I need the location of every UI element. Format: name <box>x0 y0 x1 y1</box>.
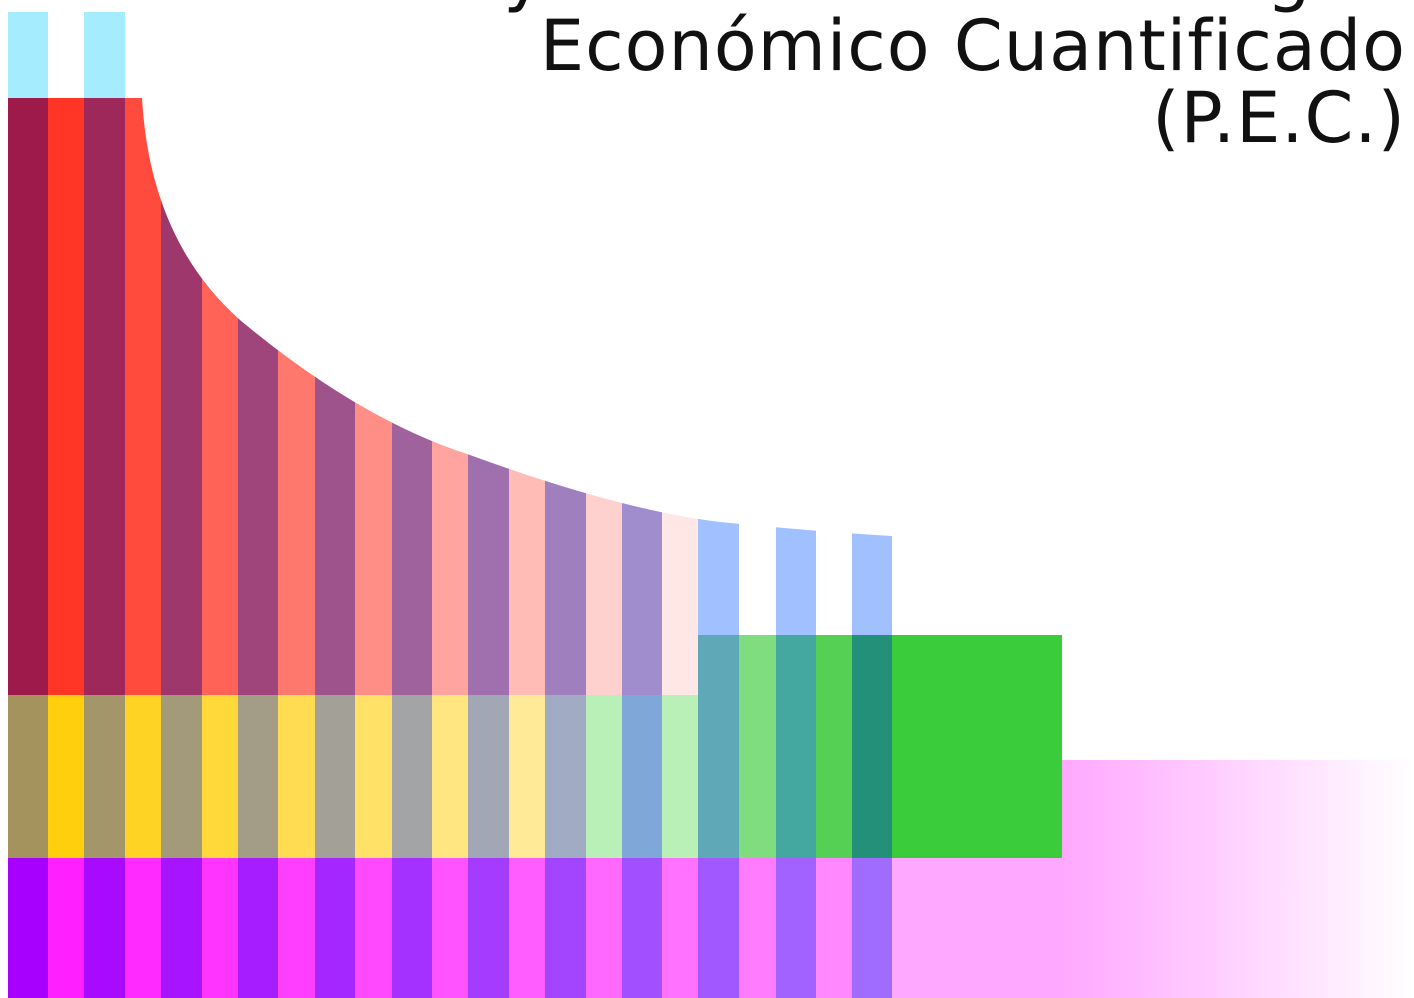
upper-stripe <box>315 98 355 695</box>
upper-stripe <box>662 98 698 695</box>
upper-stripe <box>355 98 392 695</box>
upper-stripe <box>238 98 278 695</box>
upper-stripe <box>468 98 509 695</box>
middle-stripe <box>468 695 509 858</box>
middle-stripe <box>392 695 432 858</box>
upper-stripe <box>278 98 315 695</box>
upper-stripe <box>432 98 468 695</box>
upper-stripe <box>125 98 161 695</box>
bottom-stripe <box>315 858 355 998</box>
middle-stripe <box>315 695 355 858</box>
upper-stripe <box>816 98 852 635</box>
upper-stripe <box>622 98 662 695</box>
upper-stripe <box>739 98 776 635</box>
upper-stripe <box>48 98 84 695</box>
title-line-1: Proyecto de Estudio Integral <box>389 0 1406 10</box>
upper-stripe <box>84 98 125 695</box>
bottom-stripe <box>84 858 125 998</box>
middle-stripe <box>509 695 545 858</box>
cyan-tab <box>84 12 125 98</box>
bottom-stripe <box>392 858 432 998</box>
green-stripe <box>816 635 852 858</box>
green-stripe <box>739 635 776 858</box>
upper-stripe <box>586 98 622 695</box>
middle-stripe <box>125 695 161 858</box>
upper-stripe <box>8 98 48 695</box>
pink-fade-band-inner <box>892 858 1062 998</box>
middle-stripe <box>238 695 278 858</box>
middle-stripe <box>545 695 586 858</box>
middle-stripe <box>586 695 622 858</box>
page-title: Proyecto de Estudio Integral Económico C… <box>389 0 1406 154</box>
bottom-stripe <box>278 858 315 998</box>
bottom-stripe <box>202 858 238 998</box>
middle-stripe <box>161 695 202 858</box>
upper-stripe <box>161 98 202 695</box>
cyan-tab <box>8 12 48 98</box>
middle-stripe <box>622 695 662 858</box>
green-block <box>892 635 1062 858</box>
middle-stripe <box>355 695 392 858</box>
upper-stripe <box>852 98 892 635</box>
upper-stripe <box>202 98 238 695</box>
bottom-stripe <box>468 858 509 998</box>
middle-stripe <box>84 695 125 858</box>
bottom-stripe <box>586 858 622 998</box>
bottom-stripe <box>852 858 892 998</box>
bottom-stripe <box>161 858 202 998</box>
bottom-stripe <box>622 858 662 998</box>
middle-stripe <box>662 695 698 858</box>
bottom-stripe <box>238 858 278 998</box>
middle-stripe <box>278 695 315 858</box>
pink-fade-band <box>1062 760 1414 998</box>
bottom-stripe <box>739 858 776 998</box>
bottom-stripe <box>698 858 739 998</box>
green-stripe <box>698 635 739 858</box>
upper-stripe <box>392 98 432 695</box>
bottom-stripe <box>545 858 586 998</box>
title-line-3: (P.E.C.) <box>1152 77 1406 159</box>
green-stripe <box>776 635 816 858</box>
bottom-stripe <box>355 858 392 998</box>
middle-stripe <box>202 695 238 858</box>
bottom-stripe <box>662 858 698 998</box>
bottom-stripe <box>776 858 816 998</box>
middle-stripe <box>8 695 48 858</box>
bottom-stripe <box>48 858 84 998</box>
upper-stripe <box>698 98 739 635</box>
upper-stripe <box>776 98 816 635</box>
middle-stripe <box>48 695 84 858</box>
green-stripe <box>852 635 892 858</box>
bottom-stripe <box>8 858 48 998</box>
bottom-stripe <box>509 858 545 998</box>
bottom-stripe <box>816 858 852 998</box>
middle-stripe <box>432 695 468 858</box>
upper-stripe <box>509 98 545 695</box>
upper-stripe <box>545 98 586 695</box>
bottom-stripe <box>125 858 161 998</box>
title-line-2: Económico Cuantificado <box>539 5 1406 87</box>
bottom-stripe <box>432 858 468 998</box>
